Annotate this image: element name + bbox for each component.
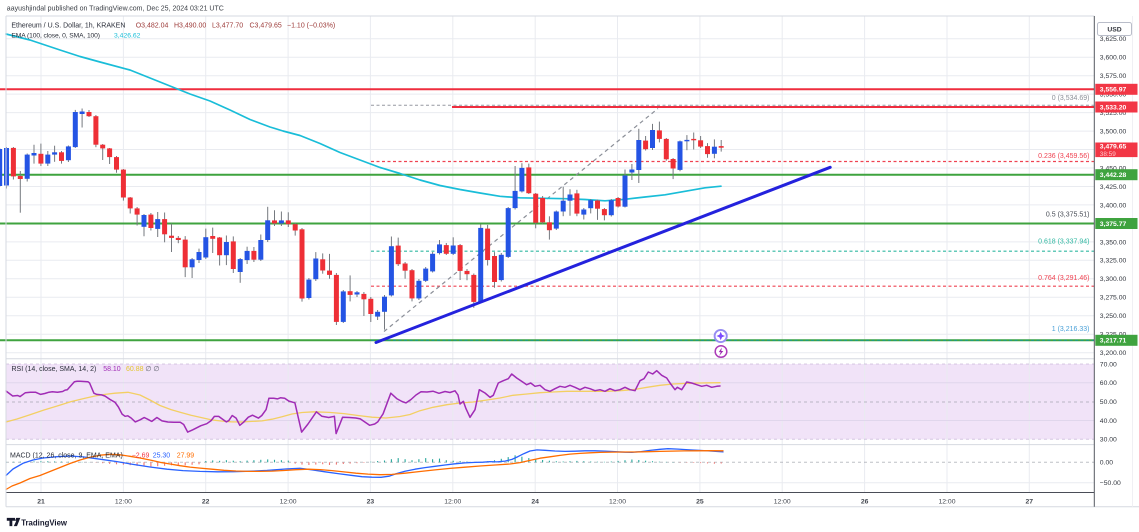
svg-text:12:00: 12:00 <box>774 498 791 505</box>
svg-text:−1.10 (−0.03%): −1.10 (−0.03%) <box>287 22 335 29</box>
svg-text:3,200.00: 3,200.00 <box>1100 350 1127 357</box>
svg-text:40.00: 40.00 <box>1100 418 1117 425</box>
svg-text:O3,482.04: O3,482.04 <box>136 22 169 29</box>
svg-text:12:00: 12:00 <box>444 498 461 505</box>
svg-text:EMA (100, close, 0, SMA, 100): EMA (100, close, 0, SMA, 100) <box>11 33 100 40</box>
svg-text:3,442.28: 3,442.28 <box>1100 172 1127 179</box>
svg-text:USD: USD <box>1107 27 1121 34</box>
svg-text:50.00: 50.00 <box>1100 399 1117 406</box>
svg-text:12:00: 12:00 <box>609 498 626 505</box>
svg-text:−2.69: −2.69 <box>132 452 150 459</box>
svg-text:∅: ∅ <box>145 366 151 373</box>
svg-text:3,550.00: 3,550.00 <box>1100 92 1127 99</box>
svg-text:12:00: 12:00 <box>938 498 955 505</box>
svg-text:27.99: 27.99 <box>177 452 195 459</box>
svg-text:MACD (12, 26, close, 9, EMA, E: MACD (12, 26, close, 9, EMA, EMA) <box>10 452 123 459</box>
svg-text:1 (3,216.33): 1 (3,216.33) <box>1052 326 1090 333</box>
svg-text:0.5 (3,375.51): 0.5 (3,375.51) <box>1046 212 1090 219</box>
svg-text:3,500.00: 3,500.00 <box>1100 129 1127 136</box>
svg-text:3,533.20: 3,533.20 <box>1100 104 1127 111</box>
svg-text:H3,490.00: H3,490.00 <box>174 22 206 29</box>
svg-text:3,525.00: 3,525.00 <box>1100 110 1127 117</box>
svg-text:60.88: 60.88 <box>126 366 144 373</box>
svg-text:27: 27 <box>1026 498 1034 505</box>
svg-text:22: 22 <box>202 498 210 505</box>
svg-text:3,400.00: 3,400.00 <box>1100 202 1127 209</box>
svg-text:25.30: 25.30 <box>153 452 171 459</box>
svg-text:25: 25 <box>696 498 704 505</box>
svg-text:3,350.00: 3,350.00 <box>1100 239 1127 246</box>
svg-text:0.764 (3,291.46): 0.764 (3,291.46) <box>1038 275 1089 282</box>
svg-text:12:00: 12:00 <box>115 498 132 505</box>
svg-text:12:00: 12:00 <box>280 498 297 505</box>
svg-text:3,325.00: 3,325.00 <box>1100 258 1127 265</box>
svg-text:3,375.77: 3,375.77 <box>1100 221 1127 228</box>
svg-text:3,556.97: 3,556.97 <box>1100 87 1127 94</box>
svg-text:23: 23 <box>367 498 375 505</box>
svg-text:0.236 (3,459.56): 0.236 (3,459.56) <box>1038 153 1089 160</box>
svg-text:C3,479.65: C3,479.65 <box>250 22 282 29</box>
svg-text:26: 26 <box>861 498 869 505</box>
svg-text:aayushjindal published on Trad: aayushjindal published on TradingView.co… <box>7 6 224 13</box>
svg-text:3,275.00: 3,275.00 <box>1100 295 1127 302</box>
svg-text:0.618 (3,337.94): 0.618 (3,337.94) <box>1038 239 1089 246</box>
svg-text:60.00: 60.00 <box>1100 380 1117 387</box>
svg-text:−50.00: −50.00 <box>1100 480 1121 487</box>
svg-text:3,300.00: 3,300.00 <box>1100 276 1127 283</box>
svg-text:RSI (14, close, SMA, 14, 2): RSI (14, close, SMA, 14, 2) <box>12 366 97 373</box>
svg-text:21: 21 <box>37 498 45 505</box>
svg-text:58.10: 58.10 <box>103 366 121 373</box>
svg-text:0 (3,534.69): 0 (3,534.69) <box>1052 95 1090 102</box>
svg-text:3,250.00: 3,250.00 <box>1100 313 1127 320</box>
svg-text:70.00: 70.00 <box>1100 361 1117 368</box>
svg-text:38:59: 38:59 <box>1100 151 1116 158</box>
svg-text:3,625.00: 3,625.00 <box>1100 36 1127 43</box>
svg-text:TradingView: TradingView <box>21 519 68 528</box>
svg-text:24: 24 <box>531 498 539 505</box>
svg-text:L3,477.70: L3,477.70 <box>212 22 243 29</box>
svg-text:3,426.62: 3,426.62 <box>114 33 141 40</box>
svg-text:3,217.71: 3,217.71 <box>1100 338 1127 345</box>
svg-text:3,425.00: 3,425.00 <box>1100 184 1127 191</box>
svg-text:3,479.65: 3,479.65 <box>1100 144 1127 151</box>
svg-text:0.00: 0.00 <box>1100 460 1113 467</box>
svg-text:3,450.00: 3,450.00 <box>1100 165 1127 172</box>
svg-text:30.00: 30.00 <box>1100 437 1117 444</box>
svg-text:3,600.00: 3,600.00 <box>1100 55 1127 62</box>
svg-text:Ethereum / U.S. Dollar, 1h, KR: Ethereum / U.S. Dollar, 1h, KRAKEN <box>11 22 125 29</box>
svg-text:∅: ∅ <box>153 366 159 373</box>
svg-text:3,575.00: 3,575.00 <box>1100 73 1127 80</box>
